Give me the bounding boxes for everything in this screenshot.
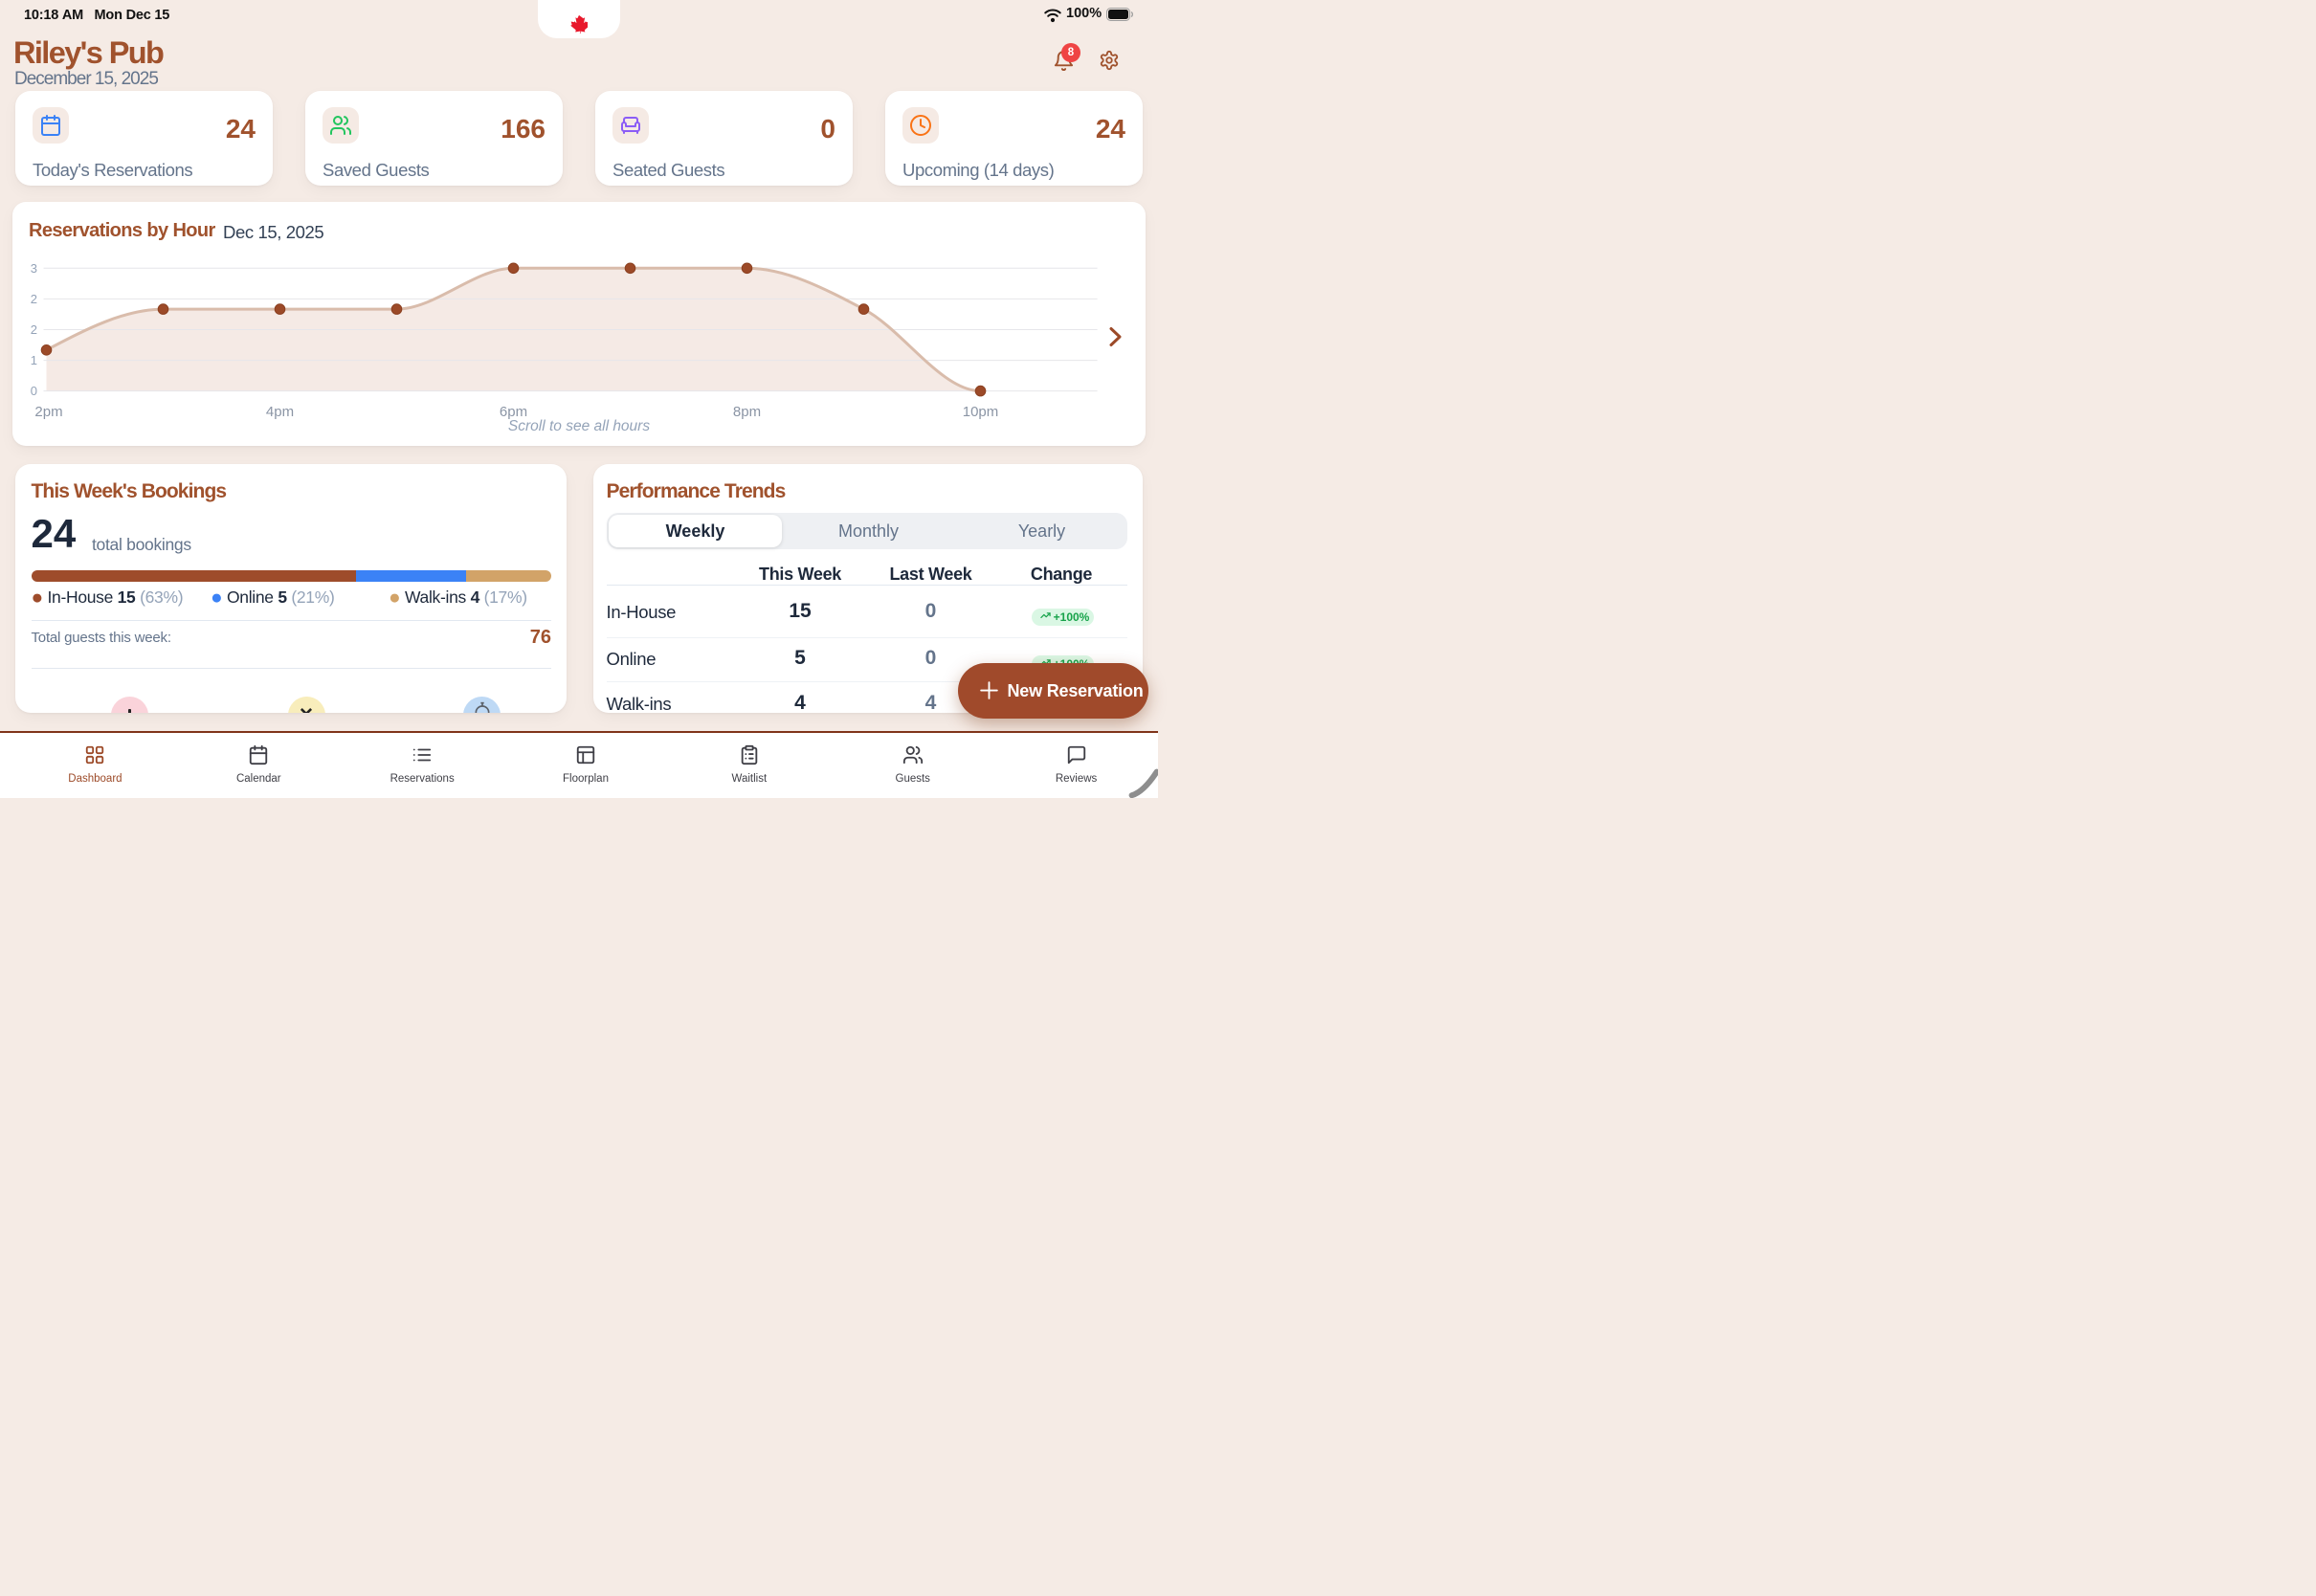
svg-text:0: 0 [31, 384, 37, 398]
svg-text:10pm: 10pm [963, 404, 999, 420]
svg-text:6pm: 6pm [500, 404, 527, 420]
svg-text:2: 2 [31, 322, 37, 337]
svg-text:Scroll to see all hours: Scroll to see all hours [508, 418, 650, 434]
svg-text:3: 3 [31, 261, 37, 276]
svg-text:8pm: 8pm [733, 404, 761, 420]
svg-text:4pm: 4pm [266, 404, 294, 420]
svg-text:2: 2 [31, 292, 37, 306]
svg-text:1: 1 [31, 353, 37, 367]
svg-text:2pm: 2pm [34, 404, 62, 420]
